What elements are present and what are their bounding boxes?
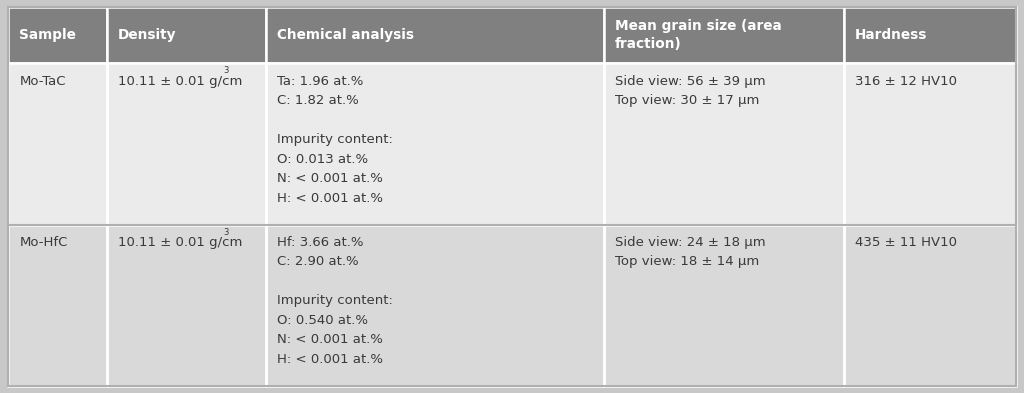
Bar xyxy=(8,63,1016,224)
Bar xyxy=(844,7,1016,63)
Text: Density: Density xyxy=(118,28,176,42)
Text: 3: 3 xyxy=(223,66,228,75)
Bar xyxy=(604,63,844,224)
Bar xyxy=(266,63,604,224)
Bar xyxy=(106,224,266,386)
Bar xyxy=(604,224,844,386)
Text: 3: 3 xyxy=(223,228,228,237)
Bar xyxy=(266,7,604,63)
Text: Side view: 56 ± 39 μm
Top view: 30 ± 17 μm: Side view: 56 ± 39 μm Top view: 30 ± 17 … xyxy=(614,75,765,107)
Text: Side view: 24 ± 18 μm
Top view: 18 ± 14 μm: Side view: 24 ± 18 μm Top view: 18 ± 14 … xyxy=(614,236,765,268)
Text: Mean grain size (area
fraction): Mean grain size (area fraction) xyxy=(614,20,781,51)
Text: 435 ± 11 HV10: 435 ± 11 HV10 xyxy=(855,236,956,249)
Bar xyxy=(8,224,106,386)
Bar xyxy=(8,224,1016,386)
Text: Hardness: Hardness xyxy=(855,28,927,42)
Text: Hf: 3.66 at.%
C: 2.90 at.%

Impurity content:
O: 0.540 at.%
N: < 0.001 at.%
H: <: Hf: 3.66 at.% C: 2.90 at.% Impurity cont… xyxy=(278,236,393,366)
Text: 316 ± 12 HV10: 316 ± 12 HV10 xyxy=(855,75,956,88)
Text: Mo-TaC: Mo-TaC xyxy=(19,75,66,88)
Text: Mo-HfC: Mo-HfC xyxy=(19,236,68,249)
Text: Sample: Sample xyxy=(19,28,76,42)
Bar xyxy=(8,7,106,63)
Bar xyxy=(604,7,844,63)
Bar xyxy=(106,7,266,63)
Text: Ta: 1.96 at.%
C: 1.82 at.%

Impurity content:
O: 0.013 at.%
N: < 0.001 at.%
H: <: Ta: 1.96 at.% C: 1.82 at.% Impurity cont… xyxy=(278,75,393,204)
Bar xyxy=(844,63,1016,224)
Bar xyxy=(266,224,604,386)
Text: 10.11 ± 0.01 g/cm: 10.11 ± 0.01 g/cm xyxy=(118,75,243,88)
Text: Chemical analysis: Chemical analysis xyxy=(278,28,415,42)
Text: 10.11 ± 0.01 g/cm: 10.11 ± 0.01 g/cm xyxy=(118,236,243,249)
Bar xyxy=(844,224,1016,386)
Bar xyxy=(106,63,266,224)
Bar xyxy=(8,63,106,224)
